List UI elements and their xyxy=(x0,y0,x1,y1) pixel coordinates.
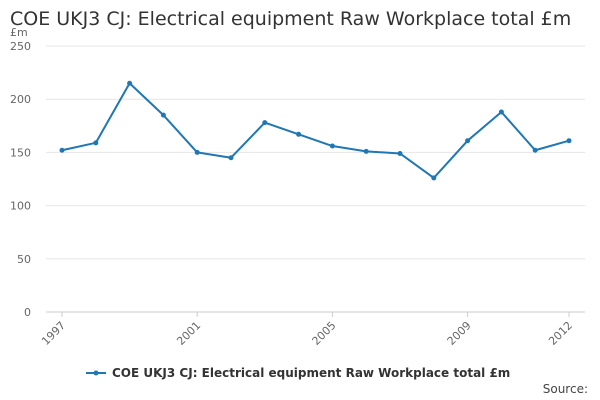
y-tick-label: 250 xyxy=(10,40,31,53)
data-point[interactable] xyxy=(363,148,369,154)
legend-label: COE UKJ3 CJ: Electrical equipment Raw Wo… xyxy=(112,366,511,380)
y-tick-label: 200 xyxy=(10,93,31,106)
x-tick-label: 2009 xyxy=(445,319,474,348)
x-tick-label: 1997 xyxy=(39,319,68,348)
data-point[interactable] xyxy=(566,138,572,144)
data-point[interactable] xyxy=(465,138,471,144)
y-tick-label: 150 xyxy=(10,146,31,159)
data-point[interactable] xyxy=(532,147,538,153)
data-point[interactable] xyxy=(228,155,234,161)
x-tick-label: 2005 xyxy=(310,319,339,348)
series xyxy=(59,80,572,181)
data-point[interactable] xyxy=(329,143,335,149)
data-point[interactable] xyxy=(93,140,99,146)
y-tick-label: 100 xyxy=(10,200,31,213)
gridlines xyxy=(46,45,585,260)
legend-swatch xyxy=(86,370,106,376)
y-tick-labels: 0 50 100 150 200 250 xyxy=(10,40,31,319)
source-label: Source: xyxy=(542,382,588,396)
x-tick-labels: 1997 2001 2005 2009 2012 xyxy=(39,319,575,348)
data-point[interactable] xyxy=(127,80,133,86)
legend[interactable]: COE UKJ3 CJ: Electrical equipment Raw Wo… xyxy=(86,366,510,380)
data-point[interactable] xyxy=(498,109,504,115)
data-point[interactable] xyxy=(262,120,268,126)
data-point[interactable] xyxy=(59,147,65,153)
y-tick-label: 50 xyxy=(17,253,31,266)
y-unit-label: £m xyxy=(10,26,28,39)
x-tick-label: 2001 xyxy=(174,319,203,348)
data-point[interactable] xyxy=(194,149,200,155)
axes xyxy=(46,311,585,317)
chart-title: COE UKJ3 CJ: Electrical equipment Raw Wo… xyxy=(10,8,572,30)
y-tick-label: 0 xyxy=(24,306,31,319)
data-point[interactable] xyxy=(160,112,166,118)
x-tick-label: 2012 xyxy=(546,319,575,348)
data-point[interactable] xyxy=(397,150,403,156)
series-line xyxy=(61,82,570,179)
data-point[interactable] xyxy=(431,175,437,181)
data-point[interactable] xyxy=(296,131,302,137)
